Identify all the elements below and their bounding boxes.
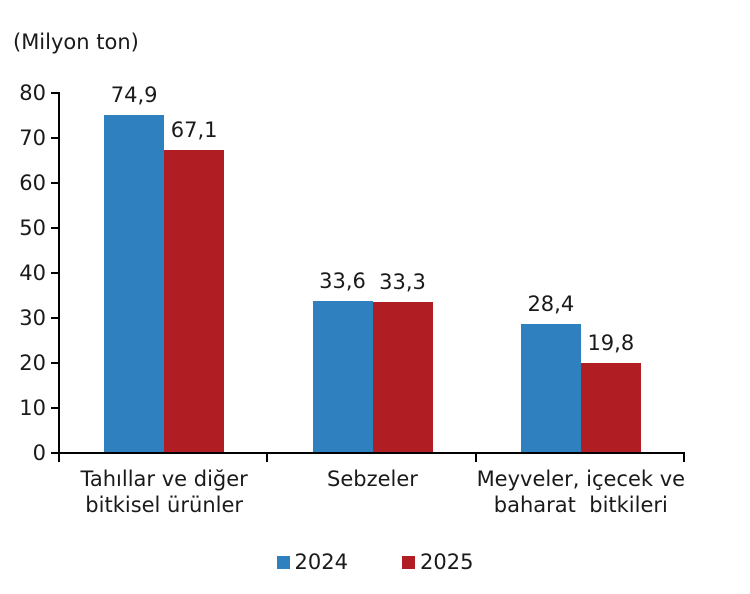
bar-2024-2: [312, 301, 373, 452]
bar-2024-3: [520, 324, 581, 452]
y-axis-tick: [51, 317, 58, 319]
value-label-2025-2: 33,3: [379, 270, 426, 294]
legend-label-2025: 2025: [420, 550, 474, 574]
legend: 2024 2025: [0, 549, 750, 575]
value-label-2025-1: 67,1: [170, 118, 218, 142]
value-label-2025-3: 19,8: [587, 331, 635, 355]
y-tick-label: 20: [19, 351, 46, 375]
bar-2025-1: [164, 150, 225, 452]
legend-item-2024: 2024: [276, 550, 348, 574]
x-category-label-line: baharat bitkileri: [493, 493, 668, 517]
y-tick-label: 70: [19, 126, 46, 150]
x-category-label-line: Tahıllar ve diğer: [80, 467, 248, 491]
y-tick-label: 80: [19, 81, 46, 105]
y-tick-label: 60: [19, 171, 46, 195]
value-label-2024-1: 74,9: [110, 83, 158, 107]
y-axis-tick: [51, 92, 58, 94]
x-category-label-line: Meyveler, içecek ve: [476, 467, 686, 491]
y-tick-label: 10: [19, 396, 46, 420]
value-label-2024-2: 33,6: [319, 269, 366, 293]
y-tick-label: 50: [19, 216, 46, 240]
x-category-label: Sebzeler: [253, 466, 493, 492]
y-tick-label: 40: [19, 261, 46, 285]
x-axis-line: [58, 452, 685, 454]
y-axis-tick: [51, 362, 58, 364]
legend-swatch-2025: [402, 555, 415, 569]
legend-item-2025: 2025: [402, 550, 473, 574]
y-axis-tick: [51, 407, 58, 409]
x-axis-tick: [474, 452, 477, 462]
y-axis-tick: [51, 272, 58, 274]
legend-label-2024: 2024: [294, 550, 348, 574]
x-axis-tick: [266, 452, 269, 462]
value-label-2024-3: 28,4: [527, 292, 575, 316]
bar-2024-1: [104, 115, 165, 452]
x-axis-tick: [683, 452, 685, 462]
legend-swatch-2024: [276, 555, 290, 569]
bar-2025-3: [580, 363, 641, 452]
bar-2025-2: [372, 302, 433, 452]
x-category-label: Tahıllar ve diğer bitkisel ürünler: [44, 466, 284, 518]
y-axis-tick: [51, 137, 58, 139]
x-axis-tick: [58, 452, 60, 462]
y-tick-label: 30: [19, 306, 46, 330]
x-category-label: Meyveler, içecek ve baharat bitkileri: [461, 466, 701, 518]
x-category-label-line: bitkisel ürünler: [85, 493, 244, 517]
y-tick-label: 0: [32, 441, 46, 465]
y-axis-tick: [51, 182, 58, 184]
y-axis-unit-label: (Milyon ton): [13, 30, 139, 54]
x-category-label-line: Sebzeler: [327, 467, 418, 491]
y-axis-tick: [51, 452, 58, 454]
y-axis-line: [58, 92, 60, 454]
y-axis-tick: [51, 227, 58, 229]
